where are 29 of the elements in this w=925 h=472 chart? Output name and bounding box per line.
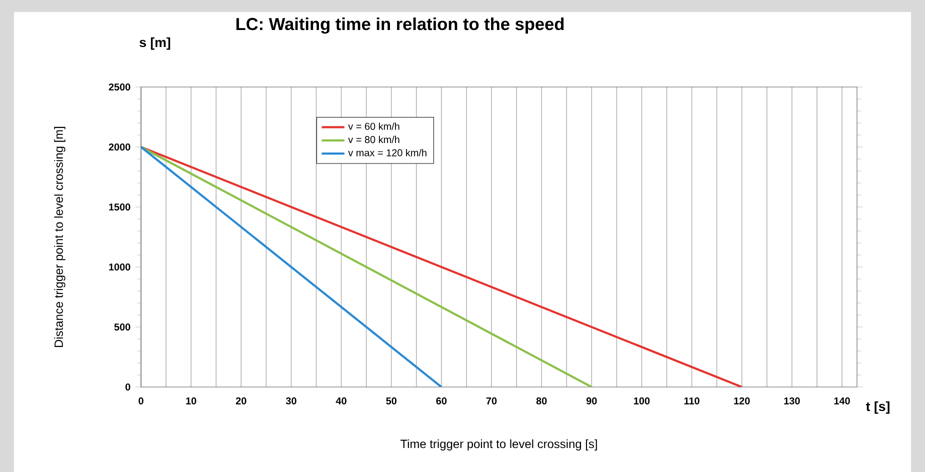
- x-tick-label: 80: [536, 397, 547, 404]
- text: t [s]: [866, 401, 890, 414]
- legend-label: v = 80 km/h: [348, 136, 400, 144]
- legend-label: v max = 120 km/h: [348, 148, 426, 156]
- text: s [m]: [140, 37, 170, 50]
- x-tick-label: 140: [834, 397, 850, 404]
- x-tick-label: 20: [236, 397, 246, 404]
- y-tick-label: 2000: [108, 143, 130, 151]
- x-tick-label: 120: [734, 397, 750, 404]
- x-tick-label: 30: [286, 397, 296, 404]
- x-tick-label: 0: [138, 397, 144, 404]
- y-axis-title: Distance trigger point to level crossing [m]: [54, 126, 66, 347]
- y-tick-label: 0: [125, 383, 130, 391]
- legend-label: v = 60 km/h: [348, 122, 400, 130]
- x-tick-label: 40: [336, 397, 346, 404]
- y-tick-label: 1000: [109, 263, 130, 271]
- x-tick-label: 90: [586, 397, 597, 404]
- y-tick-label: 2500: [108, 83, 130, 91]
- x-tick-label: 10: [186, 397, 196, 404]
- x-tick-label: 130: [784, 397, 800, 404]
- x-tick-label: 70: [486, 397, 497, 404]
- y-tick-label: 500: [114, 323, 130, 331]
- chart-title: LC: Waiting time in relation to the speed: [236, 17, 564, 34]
- x-axis-title: Time trigger point to level crossing [s]: [400, 439, 597, 450]
- x-tick-label: 60: [436, 397, 447, 404]
- x-tick-label: 50: [386, 397, 396, 404]
- x-tick-label: 110: [684, 397, 700, 404]
- x-tick-label: 100: [634, 397, 650, 404]
- y-tick-label: 1500: [109, 203, 130, 211]
